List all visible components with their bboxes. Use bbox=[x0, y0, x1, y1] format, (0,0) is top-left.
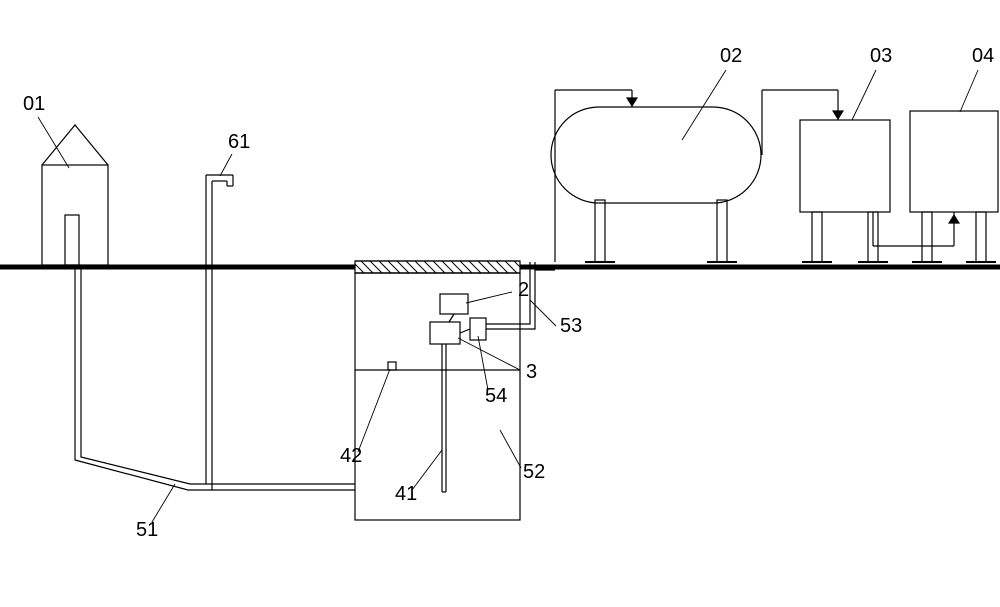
diagram-canvas: 2 3 41 42 51 52 53 54 61 01 02 03 04 bbox=[0, 0, 1000, 607]
svg-text:42: 42 bbox=[340, 445, 362, 467]
svg-text:02: 02 bbox=[720, 45, 742, 67]
svg-text:2: 2 bbox=[518, 279, 529, 301]
svg-text:52: 52 bbox=[523, 461, 545, 483]
svg-text:54: 54 bbox=[485, 385, 507, 407]
svg-text:41: 41 bbox=[395, 483, 417, 505]
svg-text:61: 61 bbox=[228, 131, 250, 153]
svg-text:03: 03 bbox=[870, 45, 892, 67]
svg-text:53: 53 bbox=[560, 315, 582, 337]
svg-text:01: 01 bbox=[23, 93, 45, 115]
svg-text:51: 51 bbox=[136, 519, 158, 541]
svg-text:04: 04 bbox=[972, 45, 994, 67]
svg-text:3: 3 bbox=[526, 361, 537, 383]
